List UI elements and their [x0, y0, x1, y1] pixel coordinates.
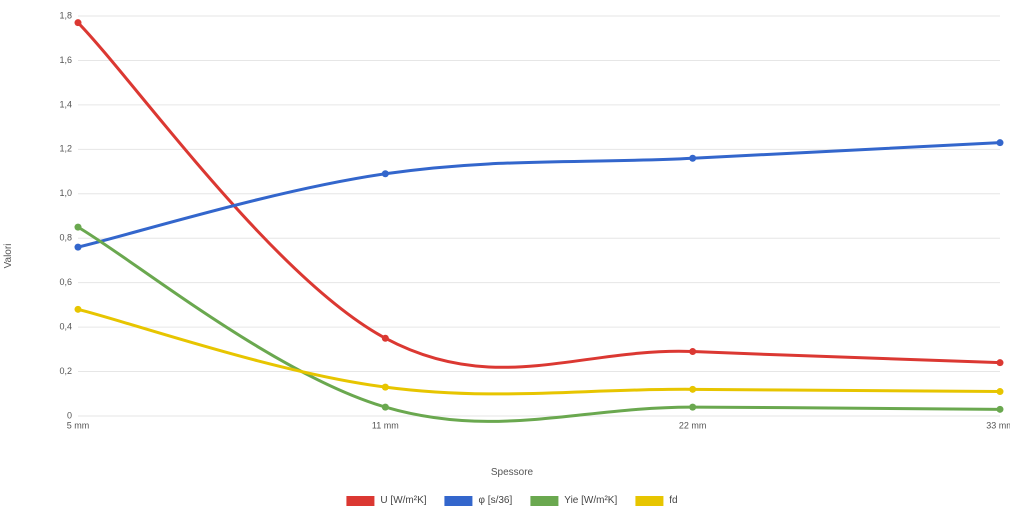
x-tick-label: 11 mm — [372, 420, 399, 430]
series-marker — [75, 19, 82, 26]
legend-item[interactable]: Yie [W/m²K] — [530, 495, 617, 506]
series-marker — [997, 388, 1004, 395]
series-marker — [75, 224, 82, 231]
legend: U [W/m²K] φ [s/36] Yie [W/m²K] fd — [346, 495, 677, 506]
y-tick-label: 0,2 — [59, 366, 72, 376]
legend-swatch — [445, 496, 473, 506]
y-tick-label: 1,8 — [59, 12, 72, 20]
series-marker — [997, 139, 1004, 146]
legend-label: fd — [669, 495, 677, 506]
y-tick-label: 1,0 — [59, 188, 72, 198]
x-tick-label: 5 mm — [67, 420, 90, 430]
y-axis-title: Valori — [3, 244, 14, 269]
legend-swatch — [635, 496, 663, 506]
legend-swatch — [346, 496, 374, 506]
legend-item[interactable]: fd — [635, 495, 677, 506]
x-tick-label: 22 mm — [679, 420, 707, 430]
series-marker — [75, 244, 82, 251]
y-tick-label: 0,4 — [59, 321, 72, 331]
y-tick-label: 1,6 — [59, 55, 72, 65]
line-chart: Valori 0 0,2 0,4 0,6 0,8 1,0 1,2 1,4 1,6 1,8 5 mm 1… — [0, 0, 1024, 512]
legend-item[interactable]: φ [s/36] — [445, 495, 513, 506]
plot-area: 0 0,2 0,4 0,6 0,8 1,0 1,2 1,4 1,6 1,8 5 mm 11 mm 22 … — [50, 12, 1010, 442]
x-axis-title: Spessore — [491, 467, 533, 478]
series-line — [78, 143, 1000, 247]
y-tick-label: 1,4 — [59, 99, 72, 109]
legend-label: Yie [W/m²K] — [564, 495, 617, 506]
series-marker — [689, 348, 696, 355]
series-marker — [689, 155, 696, 162]
y-tick-label: 0,6 — [59, 277, 72, 287]
series-marker — [382, 404, 389, 411]
y-tick-label: 0 — [67, 410, 72, 420]
y-tick-label: 0,8 — [59, 233, 72, 243]
legend-label: φ [s/36] — [479, 495, 513, 506]
series-marker — [689, 404, 696, 411]
series-marker — [382, 384, 389, 391]
series-marker — [997, 406, 1004, 413]
series-marker — [75, 306, 82, 313]
series-marker — [997, 359, 1004, 366]
series-marker — [689, 386, 696, 393]
legend-swatch — [530, 496, 558, 506]
series-marker — [382, 170, 389, 177]
legend-label: U [W/m²K] — [380, 495, 426, 506]
y-tick-label: 1,2 — [59, 144, 72, 154]
legend-item[interactable]: U [W/m²K] — [346, 495, 426, 506]
x-tick-label: 33 mm — [986, 420, 1010, 430]
series-line — [78, 23, 1000, 368]
series-marker — [382, 335, 389, 342]
